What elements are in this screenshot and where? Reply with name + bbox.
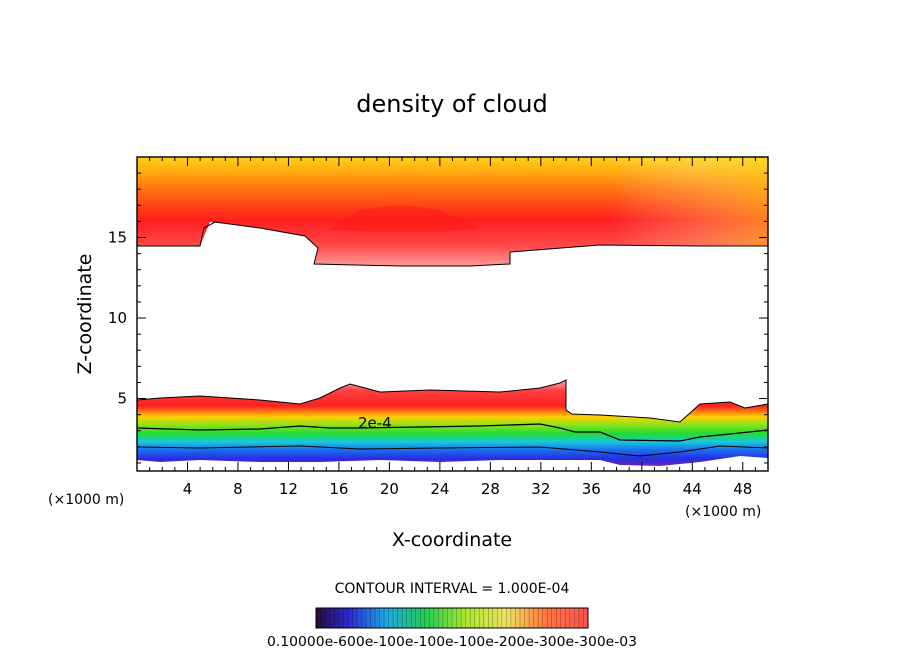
- x-unit-right: (×1000 m): [685, 504, 761, 520]
- y-tick-label: 15: [108, 229, 127, 247]
- x-tick-label: 32: [531, 480, 550, 498]
- chart-title: density of cloud: [356, 90, 547, 118]
- lower-cloud-outline: [137, 379, 768, 423]
- x-tick-label: 12: [279, 480, 298, 498]
- x-tick-label: 20: [380, 480, 399, 498]
- y-axis-label: Z-coordinate: [74, 254, 96, 375]
- upper-cloud-side-glow: [137, 157, 768, 246]
- lower-cloud-layer: [137, 380, 768, 466]
- contour-interval-text: CONTOUR INTERVAL = 1.000E-04: [335, 581, 570, 597]
- x-tick-label: 40: [632, 480, 651, 498]
- x-tick-label: 16: [329, 480, 348, 498]
- x-tick-label: 28: [481, 480, 500, 498]
- upper-cloud-outline: [137, 221, 768, 267]
- contour-lower-line: [137, 445, 768, 457]
- x-tick-label: 48: [733, 480, 752, 498]
- contour-label: 2e-4: [358, 414, 392, 432]
- x-axis-label: X-coordinate: [392, 529, 512, 551]
- upper-cloud-core: [330, 205, 480, 232]
- x-tick-label: 24: [430, 480, 449, 498]
- x-axis-ticks: 4 8 12 16 20 24 28 32 36 40 44 48: [136, 157, 769, 498]
- contour-2e-4-line: [137, 423, 768, 442]
- x-tick-label: 8: [233, 480, 243, 498]
- colorbar-ticks: [315, 608, 589, 628]
- x-tick-label: 4: [183, 480, 193, 498]
- x-tick-label: 44: [683, 480, 702, 498]
- colorbar: [315, 607, 589, 629]
- y-tick-label: 5: [117, 390, 127, 408]
- colorbar-labels: 0.10000e-600e-100e-100e-100e-200e-300e-3…: [267, 635, 637, 650]
- y-tick-label: 10: [108, 309, 127, 327]
- x-tick-label: 36: [582, 480, 601, 498]
- y-axis-ticks: 5 10 15: [108, 172, 768, 464]
- x-unit-left: (×1000 m): [48, 492, 124, 508]
